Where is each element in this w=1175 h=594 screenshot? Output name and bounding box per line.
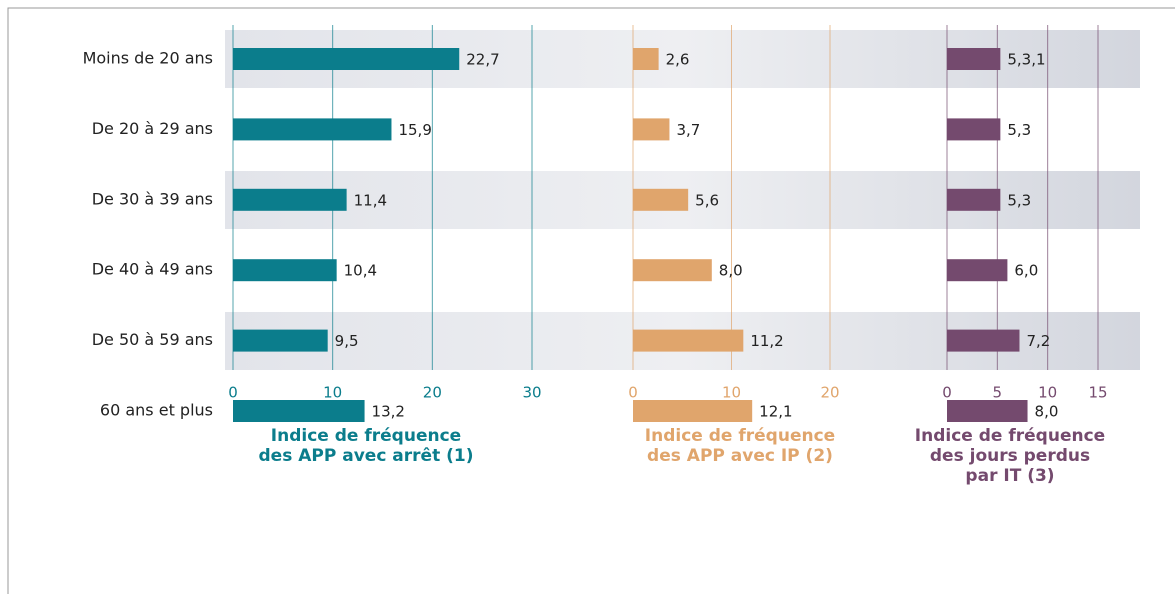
x-tick-label: 20 [820, 384, 839, 402]
bar [947, 118, 1001, 141]
value-label: 8,0 [719, 262, 743, 280]
x-tick-label: 30 [522, 384, 541, 402]
x-tick-label: 10 [323, 384, 342, 402]
category-label: 60 ans et plus [100, 401, 213, 420]
x-tick-label: 5 [993, 384, 1003, 402]
value-label: 5,3,1 [1007, 51, 1045, 69]
x-tick-label: 0 [228, 384, 238, 402]
bar [633, 329, 744, 352]
panel-title: des APP avec arrêt (1) [259, 446, 474, 466]
value-label: 11,2 [750, 332, 783, 350]
bar [633, 118, 670, 141]
value-label: 13,2 [372, 403, 405, 421]
category-label: De 50 à 59 ans [92, 330, 213, 349]
panel-title: Indice de fréquence [271, 426, 461, 446]
value-label: 2,6 [666, 51, 690, 69]
bar [633, 259, 712, 282]
value-label: 7,2 [1026, 332, 1050, 350]
value-label: 10,4 [344, 262, 377, 280]
bar [233, 400, 365, 422]
value-label: 5,3 [1007, 191, 1031, 209]
x-tick-label: 15 [1088, 384, 1107, 402]
bar [633, 400, 753, 422]
x-tick-label: 20 [423, 384, 442, 402]
category-label: De 30 à 39 ans [92, 189, 213, 208]
panel-title: des jours perdus [930, 446, 1090, 466]
value-label: 6,0 [1014, 262, 1038, 280]
frame [7, 7, 1175, 594]
panel-title: Indice de fréquence [645, 426, 835, 446]
x-tick-label: 10 [1038, 384, 1057, 402]
value-label: 15,9 [398, 121, 431, 139]
panel-title: des APP avec IP (2) [647, 446, 833, 466]
panel-title: Indice de fréquence [915, 426, 1105, 446]
bar [233, 188, 347, 211]
bar [633, 188, 689, 211]
bar [233, 259, 337, 282]
bar [947, 48, 1001, 70]
bar [233, 48, 460, 70]
x-tick-label: 0 [942, 384, 952, 402]
value-label: 22,7 [466, 51, 499, 69]
bar [233, 118, 392, 141]
value-label: 9,5 [335, 332, 359, 350]
value-label: 8,0 [1035, 403, 1059, 421]
category-label: Moins de 20 ans [83, 49, 213, 68]
value-label: 5,6 [695, 191, 719, 209]
category-label: De 40 à 49 ans [92, 260, 213, 279]
value-label: 5,3 [1007, 121, 1031, 139]
x-tick-label: 0 [628, 384, 638, 402]
panel-title: par IT (3) [965, 466, 1054, 486]
value-label: 11,4 [354, 191, 387, 209]
x-tick-label: 10 [722, 384, 741, 402]
bar [947, 400, 1028, 422]
bar [633, 48, 659, 70]
bar [947, 188, 1001, 211]
value-label: 3,7 [676, 121, 700, 139]
value-label: 12,1 [759, 403, 792, 421]
bar [947, 329, 1020, 352]
category-label: De 20 à 29 ans [92, 119, 213, 138]
bar [947, 259, 1008, 282]
bar [233, 329, 328, 352]
